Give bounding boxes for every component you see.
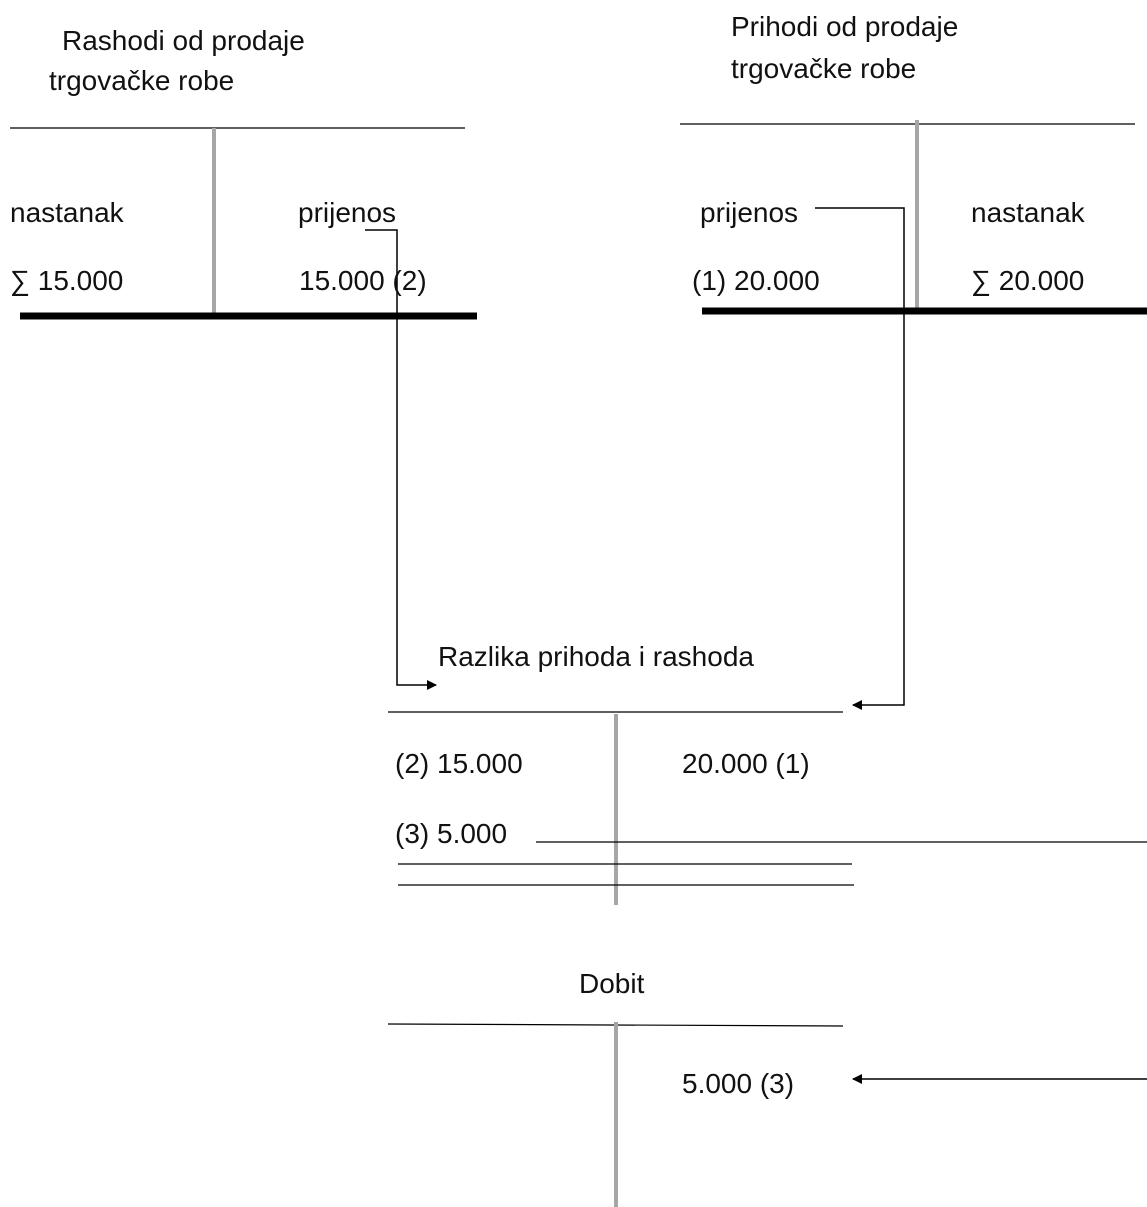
prihodi-right-header: nastanak — [971, 197, 1085, 228]
rashodi-title-line2: trgovačke robe — [49, 65, 235, 96]
rashodi-title-line1: Rashodi od prodaje — [62, 25, 305, 56]
transfer-arrow-rashodi — [365, 229, 437, 690]
razlika-left-entry-2: (3) 5.000 — [395, 818, 508, 849]
dobit-title: Dobit — [579, 968, 645, 999]
prihodi-left-entry: (1) 20.000 — [692, 265, 820, 296]
razlika-right-entry-1: 20.000 (1) — [682, 748, 810, 779]
prihodi-right-entry: ∑ 20.000 — [971, 265, 1085, 296]
razlika-left-entry-1: (2) 15.000 — [395, 748, 523, 779]
rashodi-left-entry: ∑ 15.000 — [10, 265, 124, 296]
dobit-right-entry-1: 5.000 (3) — [682, 1068, 795, 1099]
prihodi-left-header: prijenos — [700, 197, 799, 228]
transfer-arrow-prihodi — [815, 207, 905, 710]
razlika-title: Razlika prihoda i rashoda — [438, 641, 754, 672]
rashodi-right-entry: 15.000 (2) — [299, 265, 427, 296]
rashodi-left-header: nastanak — [10, 197, 124, 228]
prihodi-title-line2: trgovačke robe — [731, 53, 917, 84]
prihodi-title-line1: Prihodi od prodaje — [731, 11, 959, 42]
rashodi-right-header: prijenos — [298, 197, 397, 228]
